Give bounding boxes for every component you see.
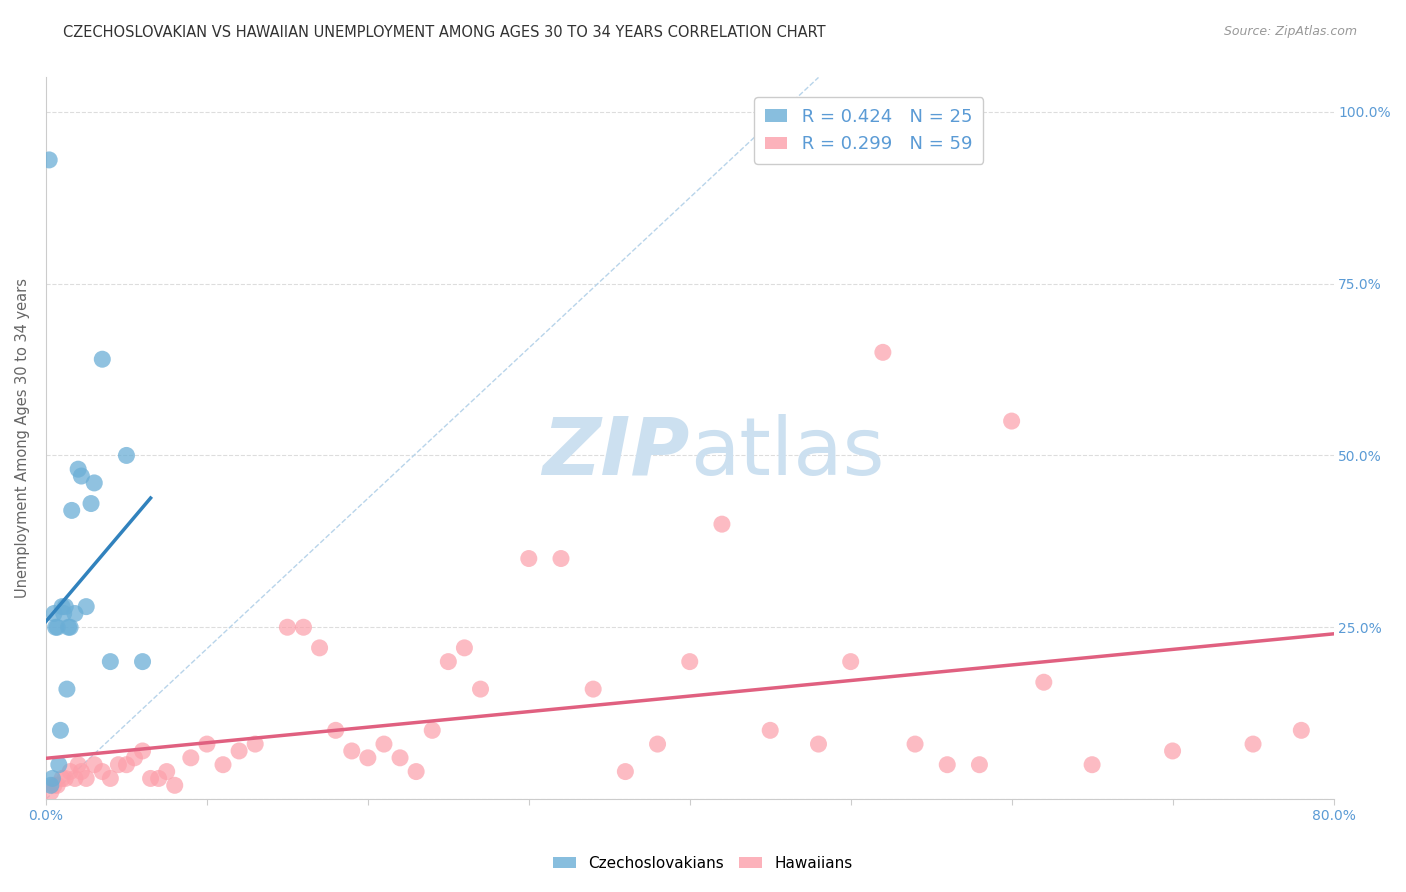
Point [373, 737, 395, 751]
Point [405, 764, 427, 779]
Point [39, 785, 62, 799]
Point [75, 772, 97, 786]
Point [292, 620, 315, 634]
Point [124, 751, 146, 765]
Point [839, 655, 862, 669]
Point [1032, 675, 1054, 690]
Point [131, 655, 153, 669]
Point [51, 599, 73, 614]
Point [139, 772, 162, 786]
Point [245, 737, 267, 751]
Point [517, 551, 540, 566]
Point [131, 744, 153, 758]
Point [308, 640, 330, 655]
Point [58, 620, 80, 634]
Y-axis label: Unemployment Among Ages 30 to 34 years: Unemployment Among Ages 30 to 34 years [15, 278, 30, 599]
Point [212, 757, 235, 772]
Point [45, 620, 67, 634]
Point [51, 772, 73, 786]
Point [52, 607, 75, 621]
Point [163, 778, 186, 792]
Point [83, 757, 105, 772]
Point [98, 772, 121, 786]
Text: CZECHOSLOVAKIAN VS HAWAIIAN UNEMPLOYMENT AMONG AGES 30 TO 34 YEARS CORRELATION C: CZECHOSLOVAKIAN VS HAWAIIAN UNEMPLOYMENT… [63, 25, 825, 40]
Point [48, 757, 70, 772]
Point [156, 764, 179, 779]
Point [582, 682, 605, 697]
Point [420, 723, 443, 738]
Point [340, 744, 363, 758]
Point [63, 772, 86, 786]
Point [115, 757, 138, 772]
Point [1241, 737, 1264, 751]
Point [180, 751, 202, 765]
Point [107, 757, 129, 772]
Point [325, 723, 347, 738]
Point [904, 737, 927, 751]
Point [63, 607, 86, 621]
Point [39, 778, 62, 792]
Point [70, 764, 93, 779]
Point [276, 620, 298, 634]
Point [148, 772, 170, 786]
Point [46, 620, 69, 634]
Point [67, 757, 90, 772]
Point [195, 737, 218, 751]
Text: ZIP: ZIP [543, 414, 690, 491]
Point [38, 153, 60, 167]
Point [98, 655, 121, 669]
Point [969, 757, 991, 772]
Point [59, 764, 82, 779]
Point [936, 757, 959, 772]
Point [41, 772, 63, 786]
Point [872, 345, 894, 359]
Point [389, 751, 412, 765]
Point [1081, 757, 1104, 772]
Point [453, 640, 475, 655]
Point [679, 655, 702, 669]
Point [759, 723, 782, 738]
Point [75, 599, 97, 614]
Point [1291, 723, 1313, 738]
Point [53, 772, 76, 786]
Legend:  R = 0.424   N = 25,  R = 0.299   N = 59: R = 0.424 N = 25, R = 0.299 N = 59 [755, 97, 983, 164]
Text: Source: ZipAtlas.com: Source: ZipAtlas.com [1223, 25, 1357, 38]
Point [91, 352, 114, 367]
Point [49, 723, 72, 738]
Text: atlas: atlas [690, 414, 884, 491]
Point [42, 778, 65, 792]
Point [59, 620, 82, 634]
Point [53, 599, 76, 614]
Point [70, 469, 93, 483]
Point [807, 737, 830, 751]
Point [710, 517, 733, 532]
Point [42, 607, 65, 621]
Point [60, 503, 83, 517]
Point [437, 655, 460, 669]
Point [115, 449, 138, 463]
Point [550, 551, 572, 566]
Point [357, 751, 380, 765]
Point [67, 462, 90, 476]
Point [1161, 744, 1184, 758]
Point [46, 778, 69, 792]
Point [91, 764, 114, 779]
Point [1001, 414, 1024, 428]
Point [647, 737, 669, 751]
Point [80, 497, 103, 511]
Point [83, 475, 105, 490]
Point [228, 744, 250, 758]
Point [614, 764, 637, 779]
Point [56, 682, 79, 697]
Legend: Czechoslovakians, Hawaiians: Czechoslovakians, Hawaiians [547, 850, 859, 877]
Point [470, 682, 492, 697]
